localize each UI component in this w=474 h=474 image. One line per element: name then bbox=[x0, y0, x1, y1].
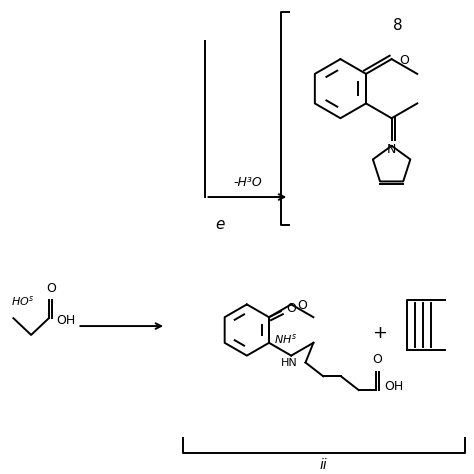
Text: ii: ii bbox=[320, 458, 328, 472]
Text: O: O bbox=[297, 300, 307, 312]
Text: $HO^s$: $HO^s$ bbox=[11, 294, 35, 308]
Text: O: O bbox=[286, 302, 296, 315]
Text: +: + bbox=[373, 324, 387, 342]
Text: O: O bbox=[373, 354, 383, 366]
Text: HN: HN bbox=[281, 357, 298, 367]
Text: -H³O: -H³O bbox=[233, 176, 262, 189]
Text: 8: 8 bbox=[393, 18, 402, 33]
Text: OH: OH bbox=[384, 380, 403, 392]
Text: N: N bbox=[387, 143, 396, 156]
Text: $NH^s$: $NH^s$ bbox=[274, 332, 297, 346]
Text: O: O bbox=[46, 282, 56, 294]
Text: e: e bbox=[215, 217, 225, 232]
Text: OH: OH bbox=[57, 314, 76, 327]
Text: O: O bbox=[400, 54, 410, 67]
